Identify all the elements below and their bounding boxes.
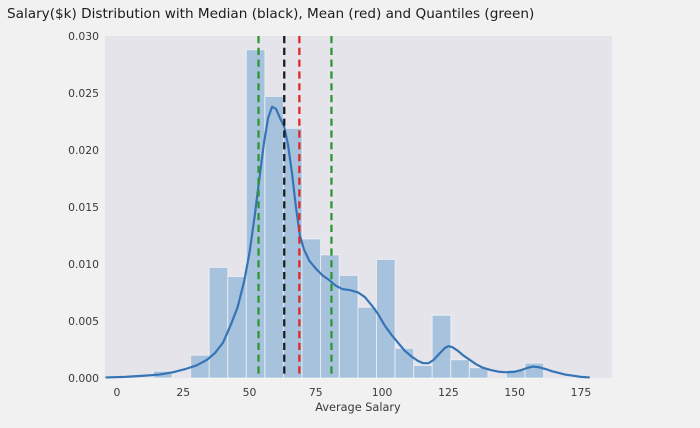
y-tick-label: 0.025	[68, 87, 99, 100]
x-axis-tick-labels: 0 25 50 75 100 125 150 175	[113, 386, 591, 399]
x-tick-label: 50	[243, 386, 257, 399]
x-tick-label: 100	[372, 386, 393, 399]
histogram-bar	[264, 95, 284, 379]
y-axis-tick-labels: 0.000 0.005 0.010 0.015 0.020 0.025 0.030	[68, 30, 99, 385]
histogram-bar	[301, 238, 322, 379]
y-tick-label: 0.030	[68, 30, 99, 43]
y-tick-label: 0.010	[68, 258, 99, 271]
chart-title: Salary($k) Distribution with Median (bla…	[7, 6, 534, 22]
histogram-bar	[320, 254, 340, 379]
x-tick-label: 175	[571, 386, 592, 399]
x-tick-label: 125	[438, 386, 459, 399]
x-tick-label: 150	[504, 386, 525, 399]
reference-lines	[257, 36, 333, 378]
histogram-bar	[450, 359, 470, 379]
y-tick-label: 0.020	[68, 144, 99, 157]
histogram-bar	[524, 362, 545, 379]
y-tick-label: 0.005	[68, 315, 99, 328]
kde-line	[105, 105, 591, 379]
histogram-bar	[376, 258, 396, 379]
kde-curve	[105, 105, 591, 379]
x-axis-label: Average Salary	[315, 401, 401, 414]
histogram-bar	[394, 347, 415, 379]
x-tick-label: 0	[113, 386, 120, 399]
x-tick-label: 25	[176, 386, 190, 399]
y-tick-label: 0.015	[68, 201, 99, 214]
y-tick-label: 0.000	[68, 372, 99, 385]
histogram-bar	[468, 367, 489, 379]
histogram-bar	[357, 306, 378, 379]
histogram-bar	[413, 364, 433, 379]
histogram-bar	[208, 266, 229, 379]
x-tick-label: 75	[309, 386, 323, 399]
